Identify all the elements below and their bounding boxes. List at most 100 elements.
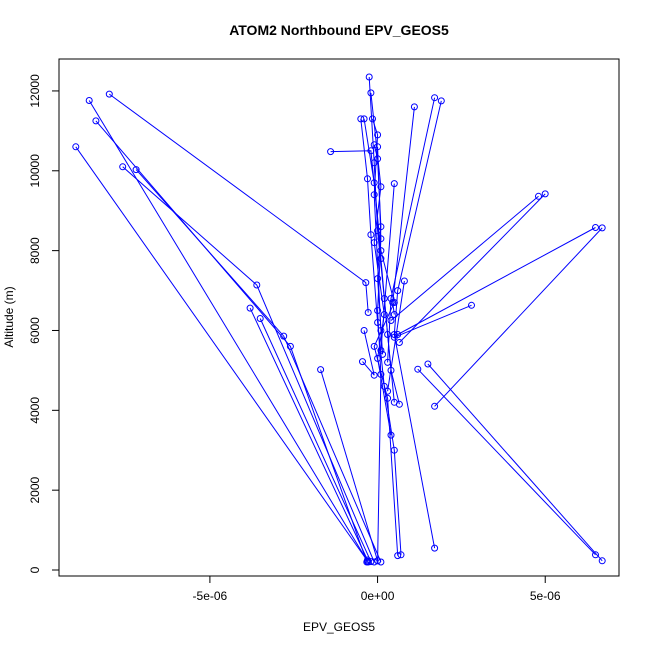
data-point — [253, 281, 261, 289]
series-line — [393, 100, 442, 549]
y-tick-label: 8000 — [28, 237, 42, 264]
data-point — [364, 175, 371, 183]
data-point — [286, 342, 294, 350]
series-line — [399, 193, 546, 343]
data-point — [370, 191, 378, 199]
data-point — [377, 346, 385, 354]
data-point — [367, 558, 375, 566]
data-point — [380, 295, 388, 302]
data-point — [369, 115, 376, 123]
data-point — [592, 551, 599, 559]
data-point — [377, 183, 385, 191]
data-point — [598, 557, 606, 565]
data-point — [360, 327, 368, 334]
data-point — [437, 97, 445, 105]
y-tick-label: 0 — [28, 566, 42, 573]
x-axis-label: EPV_GEOS5 — [303, 620, 375, 634]
series-18 — [384, 94, 439, 366]
series-2 — [92, 117, 371, 566]
series-20 — [377, 180, 398, 354]
data-point — [390, 331, 398, 338]
series-line — [417, 368, 596, 556]
y-tick-label: 4000 — [28, 397, 42, 424]
data-point — [92, 117, 100, 125]
data-point — [394, 287, 402, 295]
data-point — [374, 275, 382, 283]
x-axis: -5e-06 0e+00 5e-06 — [193, 575, 561, 603]
data-point — [362, 279, 370, 287]
series-28 — [384, 277, 408, 395]
series-line — [387, 97, 436, 363]
series-line — [122, 166, 375, 563]
series-4 — [119, 163, 378, 566]
data-point — [85, 97, 93, 104]
data-point — [387, 295, 395, 302]
data-point — [389, 299, 397, 306]
data-point — [424, 360, 432, 368]
data-point — [377, 235, 385, 243]
data-point — [395, 400, 403, 408]
data-point — [400, 277, 408, 285]
series-29 — [359, 327, 378, 379]
data-point — [384, 387, 392, 395]
data-point — [246, 304, 254, 312]
data-point — [395, 339, 403, 346]
series-line — [392, 106, 415, 315]
series-3 — [105, 90, 372, 316]
series-line — [109, 93, 369, 313]
series-line — [88, 100, 368, 562]
series-7 — [256, 315, 375, 566]
series-line — [387, 280, 405, 392]
data-point — [431, 94, 439, 102]
series-25 — [390, 301, 475, 341]
series-line — [372, 118, 382, 331]
y-axis: 0 2000 4000 6000 8000 10000 12000 — [28, 74, 60, 573]
chart-title: ATOM2 Northbound EPV_GEOS5 — [229, 22, 449, 38]
series-0 — [72, 143, 372, 566]
series-5 — [132, 166, 385, 566]
data-point — [410, 103, 418, 111]
data-point — [468, 301, 475, 309]
data-point — [380, 382, 388, 390]
data-point — [256, 315, 264, 322]
data-point — [431, 402, 439, 410]
data-point — [384, 358, 392, 366]
series-line — [360, 118, 402, 555]
data-point — [132, 166, 140, 174]
data-point — [370, 239, 378, 247]
y-tick-label: 12000 — [28, 74, 42, 108]
series-line — [394, 304, 472, 338]
data-point — [390, 446, 398, 454]
series-22 — [395, 190, 549, 346]
series-line — [434, 227, 603, 407]
data-point — [377, 558, 385, 566]
data-point — [374, 307, 382, 314]
series-line — [377, 146, 382, 561]
data-point — [105, 90, 113, 98]
data-point — [357, 115, 365, 123]
series-19 — [390, 97, 445, 552]
data-point — [431, 544, 439, 552]
x-tick-label: 0e+00 — [361, 589, 395, 603]
data-point — [370, 141, 378, 149]
data-point — [592, 224, 599, 231]
series-line — [380, 183, 395, 351]
data-point — [370, 371, 378, 379]
data-series — [72, 73, 606, 566]
data-point — [359, 358, 366, 366]
series-16 — [374, 143, 385, 565]
series-line — [368, 76, 400, 405]
data-point — [280, 332, 288, 340]
data-point — [414, 365, 422, 373]
series-line — [362, 330, 375, 376]
data-point — [390, 333, 398, 341]
series-line — [427, 363, 603, 562]
data-point — [370, 558, 378, 566]
data-point — [394, 552, 402, 560]
data-point — [119, 163, 127, 171]
series-line — [259, 318, 372, 562]
data-point — [370, 179, 378, 187]
data-point — [598, 224, 606, 232]
series-line — [95, 120, 368, 563]
